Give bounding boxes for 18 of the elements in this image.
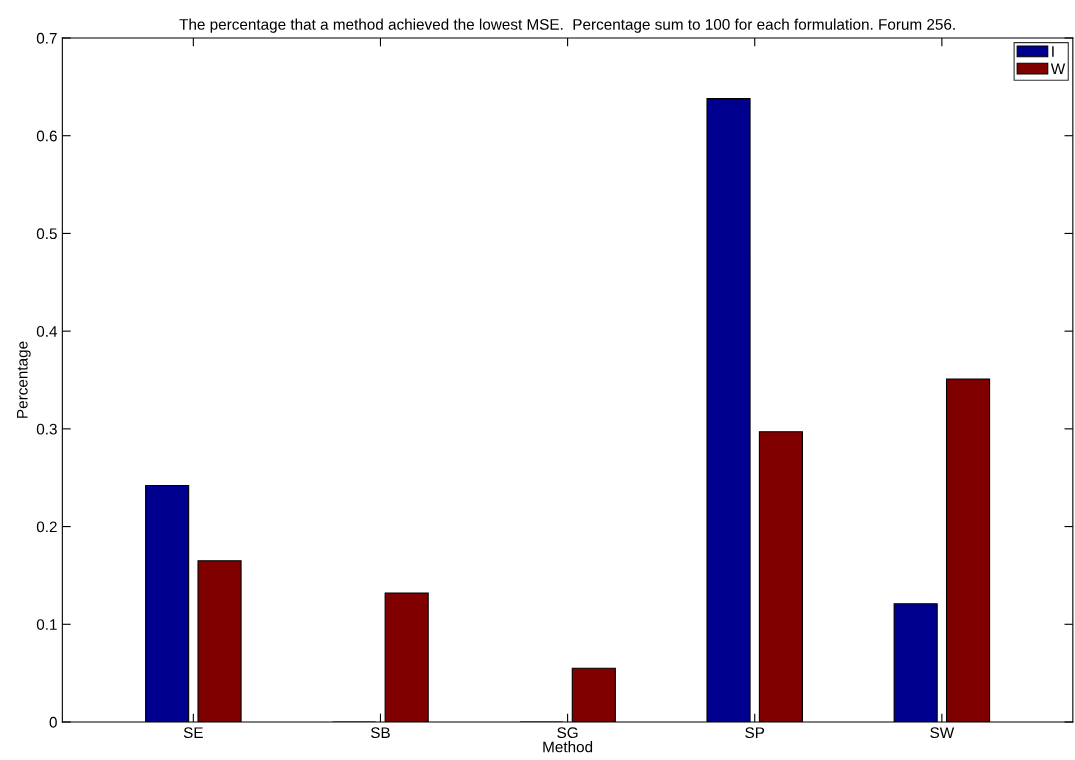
x-tick-label: SP — [745, 727, 765, 739]
y-tick-label: 0.4 — [36, 326, 58, 337]
y-tick-label: 0.6 — [36, 130, 57, 142]
x-axis-title: Method — [543, 741, 593, 753]
x-tick-label: SE — [183, 727, 203, 739]
y-tick-label: 0.2 — [36, 521, 57, 533]
y-tick-label: 0.5 — [36, 228, 57, 240]
chart-title: The percentage that a method achieved the lowest MSE. Percentage sum to 100 for each formulation. Forum 256. — [179, 18, 955, 33]
x-tick-label: SG — [557, 727, 578, 739]
y-axis-title: Percentage — [17, 341, 31, 418]
legend-label: W — [1050, 63, 1066, 75]
x-tick-label: SB — [370, 727, 390, 739]
y-tick-label: 0.7 — [36, 32, 57, 44]
x-tick-label: SW — [930, 727, 955, 739]
y-tick-label: 0.1 — [36, 619, 57, 630]
y-tick-label: 0 — [49, 716, 57, 728]
y-tick-label: 0.3 — [36, 423, 57, 435]
legend-label: I — [1052, 46, 1054, 57]
